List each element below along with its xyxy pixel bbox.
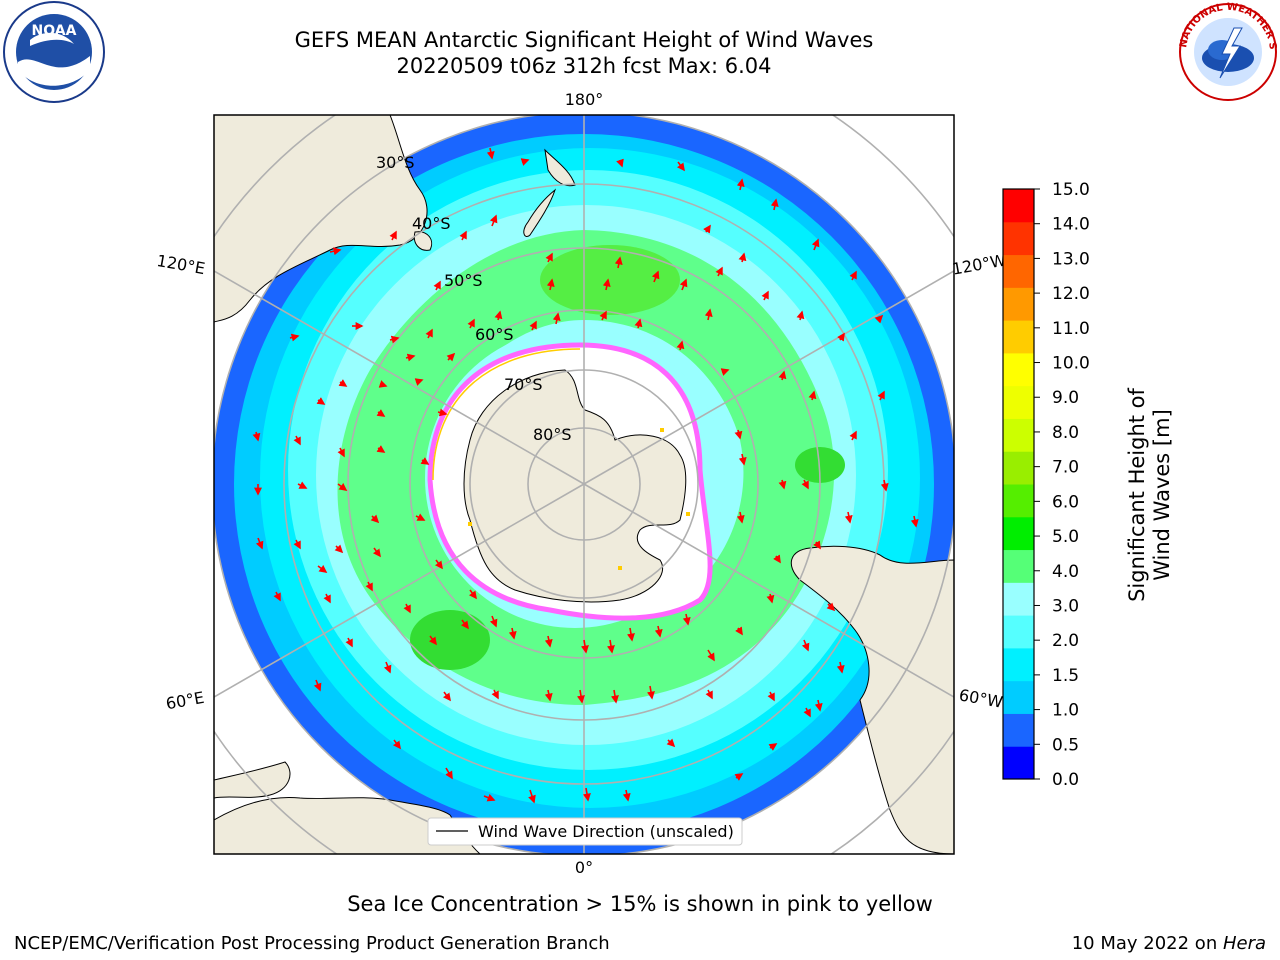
sea-ice-note: Sea Ice Concentration > 15% is shown in … bbox=[347, 892, 933, 916]
lat-label-70s: 70°S bbox=[504, 375, 543, 394]
colorbar-tick-label: 5.0 bbox=[1052, 527, 1079, 547]
colorbar-swatch bbox=[1003, 320, 1034, 354]
colorbar-tick-label: 1.5 bbox=[1052, 666, 1079, 686]
colorbar-swatch bbox=[1003, 287, 1034, 321]
colorbar-tick-label: 0.0 bbox=[1052, 770, 1079, 790]
colorbar-swatch bbox=[1003, 647, 1034, 682]
colorbar-swatch bbox=[1003, 582, 1034, 616]
ice-speckle bbox=[468, 428, 690, 570]
colorbar-tick-label: 0.5 bbox=[1052, 735, 1079, 755]
colorbar-tick-label: 1.0 bbox=[1052, 701, 1079, 721]
new-zealand-landmass bbox=[523, 148, 576, 237]
colorbar-tick-label: 14.0 bbox=[1052, 215, 1090, 235]
colorbar-swatch bbox=[1003, 189, 1034, 223]
noaa-logo-icon: NOAA bbox=[3, 1, 105, 103]
map-legend: Wind Wave Direction (unscaled) bbox=[427, 817, 743, 846]
footer-date: 10 May 2022 on Hera bbox=[1072, 933, 1266, 954]
colorbar-title: Significant Height of Wind Waves [m] bbox=[1125, 388, 1174, 602]
colorbar-tick-label: 15.0 bbox=[1052, 180, 1090, 200]
footer-date-text: 10 May 2022 on bbox=[1071, 933, 1223, 954]
wind-wave-arrows bbox=[252, 147, 919, 832]
colorbar-swatch bbox=[1003, 615, 1034, 649]
colorbar-tick-label: 4.0 bbox=[1052, 562, 1079, 582]
colorbar-tick-label: 3.0 bbox=[1052, 596, 1079, 616]
colorbar-tick-label: 10.0 bbox=[1052, 354, 1090, 374]
colorbar-swatch bbox=[1003, 352, 1034, 387]
colorbar-tick-label: 9.0 bbox=[1052, 388, 1079, 408]
legend-label: Wind Wave Direction (unscaled) bbox=[478, 822, 734, 841]
australia-landmass bbox=[214, 115, 428, 323]
lon-label-180: 180° bbox=[565, 90, 604, 109]
nws-logo-icon: NATIONAL WEATHER SERVICE bbox=[1176, 0, 1278, 101]
footer-credit: NCEP/EMC/Verification Post Processing Pr… bbox=[14, 933, 610, 954]
meridian-lines bbox=[214, 115, 954, 854]
colorbar-swatch bbox=[1003, 418, 1034, 452]
colorbar-tick-label: 11.0 bbox=[1052, 319, 1090, 339]
lat-label-50s: 50°S bbox=[444, 271, 483, 290]
chart-subtitle: 20220509 t06z 312h fcst Max: 6.04 bbox=[396, 54, 772, 78]
colorbar-swatch bbox=[1003, 484, 1034, 518]
map-frame bbox=[213, 114, 955, 855]
lat-label-60s: 60°S bbox=[475, 325, 514, 344]
colorbar-swatch bbox=[1003, 746, 1034, 780]
colorbar-swatch bbox=[1003, 254, 1034, 288]
colorbar-ticks: 0.0 0.5 1.0 1.5 2.0 3.0 4.0 5.0 6.0 7.0 8.0 9.0 10.0… bbox=[1034, 180, 1090, 790]
lat-label-40s: 40°S bbox=[412, 214, 451, 233]
colorbar-tick-label: 2.0 bbox=[1052, 631, 1079, 651]
colorbar-swatches bbox=[1003, 189, 1034, 780]
colorbar-tick-label: 6.0 bbox=[1052, 492, 1079, 512]
colorbar-swatch bbox=[1003, 713, 1034, 747]
colorbar-tick-label: 8.0 bbox=[1052, 423, 1079, 443]
colorbar-swatch bbox=[1003, 221, 1034, 256]
lat-label-80s: 80°S bbox=[533, 425, 572, 444]
colorbar-tick-label: 12.0 bbox=[1052, 284, 1090, 304]
colorbar-tick-label: 13.0 bbox=[1052, 249, 1090, 269]
footer-host: Hera bbox=[1222, 933, 1266, 954]
south-america-landmass bbox=[790, 545, 954, 854]
lon-label-0: 0° bbox=[575, 858, 593, 877]
lat-label-30s: 30°S bbox=[376, 153, 415, 172]
colorbar-tick-label: 7.0 bbox=[1052, 458, 1079, 478]
colorbar-swatch bbox=[1003, 385, 1034, 419]
colorbar-swatch bbox=[1003, 680, 1034, 714]
colorbar-swatch bbox=[1003, 516, 1034, 551]
chart-title: GEFS MEAN Antarctic Significant Height o… bbox=[294, 28, 874, 52]
noaa-logo-text: NOAA bbox=[32, 23, 77, 39]
colorbar-swatch bbox=[1003, 549, 1034, 583]
colorbar-swatch bbox=[1003, 451, 1034, 485]
